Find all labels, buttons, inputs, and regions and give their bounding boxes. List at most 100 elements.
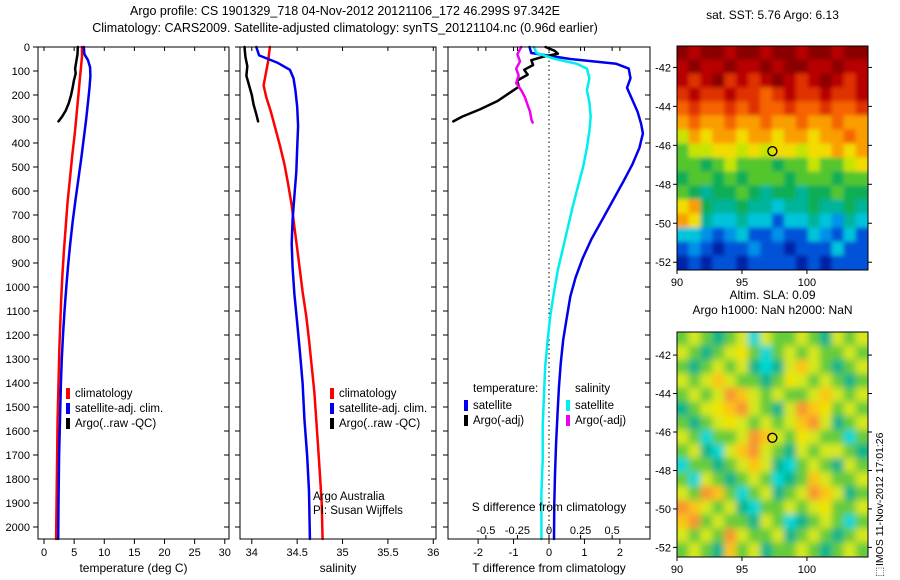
lon-tick-label: 95	[736, 277, 748, 289]
s-difference-axis-label: S difference from climatology	[471, 500, 627, 514]
axes-box	[37, 46, 230, 540]
x-tick-label: 25	[189, 547, 201, 559]
temperature-panel: 0100200300400500600700800900100011001200…	[6, 42, 231, 559]
argo-float-location-marker	[767, 432, 778, 443]
x-axis-label-temperature: temperature (deg C)	[79, 561, 188, 575]
lat-tick-label: -48	[655, 465, 671, 477]
legend-difference-temperature: temperature: satellite Argo(-adj)	[464, 383, 538, 428]
x-tick-label: 35	[336, 547, 348, 559]
axes-box	[239, 46, 437, 540]
sst-map-title: sat. SST: 5.76 Argo: 6.13	[706, 8, 839, 22]
legend-color-marker	[566, 415, 570, 426]
s-tick-label: 0.5	[604, 525, 619, 537]
legend-item-label: Argo(-adj)	[473, 414, 525, 427]
depth-tick-label: 1800	[6, 474, 30, 486]
series-argo-raw-qc-	[57, 45, 80, 123]
legend-item: satellite-adj. clim.	[66, 401, 163, 416]
legend-item-label: Argo(..raw -QC)	[339, 417, 421, 430]
s-tick-label: -0.25	[505, 525, 530, 537]
depth-tick-label: 2000	[6, 522, 30, 534]
depth-tick-label: 900	[12, 258, 30, 270]
depth-tick-label: 600	[12, 186, 30, 198]
lon-tick-label: 100	[798, 564, 816, 576]
depth-tick-label: 1400	[6, 378, 30, 390]
axes-box	[447, 46, 651, 540]
legend-color-marker	[66, 403, 70, 414]
x-axis-label-salinity: salinity	[319, 561, 357, 575]
legend-item-label: satellite	[473, 399, 512, 412]
depth-tick-label: 100	[12, 66, 30, 78]
lat-tick-label: -44	[655, 101, 671, 113]
depth-tick-label: 200	[12, 90, 30, 102]
annotation-line1: Argo Australia	[313, 491, 385, 503]
depth-tick-label: 1900	[6, 498, 30, 510]
depth-tick-label: 1000	[6, 282, 30, 294]
x-tick-label: 15	[128, 547, 140, 559]
lat-tick-label: -42	[655, 62, 671, 74]
legend-item-label: Argo(-adj)	[575, 414, 627, 427]
annotation-argo-australia: Argo Australia PI: Susan Wijffels	[313, 490, 403, 518]
x-tick-label: 1	[581, 547, 587, 559]
x-tick-label: 30	[219, 547, 231, 559]
legend-item: climatology	[330, 386, 427, 401]
depth-tick-label: 1200	[6, 330, 30, 342]
legend-color-marker	[66, 418, 70, 429]
series-t-argo-adj-	[452, 45, 560, 123]
depth-tick-label: 800	[12, 234, 30, 246]
lat-tick-label: -52	[655, 542, 671, 554]
imos-timestamp-watermark: ⬚IMOS 11-Nov-2012 17:01:26	[874, 432, 886, 578]
depth-tick-label: 1700	[6, 450, 30, 462]
legend-column-header: temperature:	[473, 383, 539, 395]
lat-tick-label: -52	[655, 257, 671, 269]
difference-panel: -2 -1 0 1 2 -0.5 -0.25 0 0.25 0.5	[443, 45, 651, 559]
lon-tick-label: 95	[736, 564, 748, 576]
legend-difference-salinity: salinity satellite Argo(-adj)	[566, 383, 626, 428]
legend-item-label: climatology	[75, 387, 133, 400]
annotation-line2: PI: Susan Wijffels	[313, 505, 403, 517]
lat-tick-label: -50	[655, 218, 671, 230]
legend-color-marker	[66, 388, 70, 399]
s-tick-label: 0	[546, 525, 552, 537]
depth-tick-label: 0	[24, 42, 30, 54]
legend-item: satellite-adj. clim.	[330, 401, 427, 416]
x-tick-label: 34.5	[286, 547, 307, 559]
lat-tick-label: -48	[655, 179, 671, 191]
x-tick-label: 0	[546, 547, 552, 559]
heatmap-cells	[677, 332, 868, 557]
x-tick-label: 20	[158, 547, 170, 559]
lat-tick-label: -46	[655, 140, 671, 152]
depth-tick-label: 400	[12, 138, 30, 150]
legend-item: satellite	[566, 398, 626, 413]
legend-item: climatology	[66, 386, 163, 401]
depth-tick-label: 1600	[6, 426, 30, 438]
legend-temperature-panel: climatology satellite-adj. clim. Argo(..ra…	[66, 386, 163, 431]
lon-tick-label: 100	[798, 277, 816, 289]
legend-item-label: climatology	[339, 387, 397, 400]
x-tick-label: 35.5	[377, 547, 398, 559]
legend-item: satellite	[464, 398, 538, 413]
legend-item: Argo(-adj)	[566, 413, 626, 428]
legend-color-marker	[464, 415, 468, 426]
depth-tick-label: 1300	[6, 354, 30, 366]
depth-tick-label: 500	[12, 162, 30, 174]
legend-item-label: satellite	[575, 399, 614, 412]
legend-salinity-panel: climatology satellite-adj. clim. Argo(..ra…	[330, 386, 427, 431]
x-tick-label: 34	[246, 547, 258, 559]
series-s-satellite	[532, 45, 592, 541]
depth-tick-label: 300	[12, 114, 30, 126]
legend-color-marker	[330, 388, 334, 399]
lon-tick-label: 90	[671, 564, 683, 576]
series-satellite-adj-clim-	[56, 45, 92, 541]
salinity-panel: 34 34.5 35 35.5 36	[235, 45, 439, 559]
x-tick-label: 2	[617, 547, 623, 559]
legend-item: Argo(-adj)	[464, 413, 538, 428]
lat-tick-label: -44	[655, 389, 671, 401]
sla-map-title-line2: Argo h1000: NaN h2000: NaN	[692, 303, 853, 317]
x-tick-label: 10	[98, 547, 110, 559]
legend-item: Argo(..raw -QC)	[330, 416, 427, 431]
heatmap-cells	[677, 46, 868, 270]
figure-title-line1: Argo profile: CS 1901329_718 04-Nov-2012…	[130, 4, 560, 18]
x-tick-label: -1	[509, 547, 519, 559]
